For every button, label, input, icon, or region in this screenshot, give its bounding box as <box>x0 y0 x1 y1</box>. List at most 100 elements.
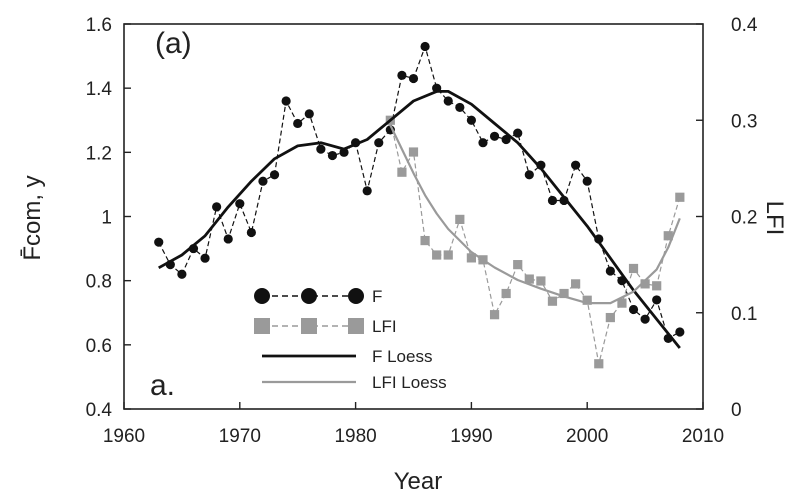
f-point <box>675 327 685 337</box>
y-tick-label: 0.6 <box>86 336 112 357</box>
f-point <box>605 266 615 276</box>
legend-f-label: F <box>372 287 382 306</box>
y2-axis-title: LFI <box>761 201 788 236</box>
f-point <box>547 195 558 206</box>
f-point <box>513 128 523 138</box>
f-dashed-line <box>158 44 681 340</box>
panel-label-top: (a) <box>155 27 192 60</box>
y2-tick-label: 0.1 <box>731 304 757 325</box>
right-y-axis: 0 0.1 0.2 0.3 0.4 <box>696 15 758 421</box>
lfi-point <box>408 147 419 157</box>
f-point <box>420 41 430 52</box>
f-point <box>408 73 419 84</box>
y-tick-label: 0.8 <box>86 272 112 293</box>
legend-f-loess-label: F Loess <box>372 347 432 366</box>
f-point <box>652 295 662 305</box>
y-tick-label: 1.2 <box>86 143 112 164</box>
lfi-point <box>536 276 546 286</box>
lfi-point <box>675 192 685 202</box>
lfi-point <box>501 288 511 299</box>
lfi-point <box>571 279 581 289</box>
x-tick-label: 2000 <box>566 426 608 447</box>
lfi-point <box>663 231 673 241</box>
lfi-point <box>397 167 407 177</box>
y2-tick-label: 0.3 <box>731 111 757 132</box>
legend-f-marker <box>301 288 317 304</box>
x-axis-title: Year <box>394 468 443 494</box>
y-tick-label: 1.6 <box>86 15 112 36</box>
f-point <box>246 227 256 238</box>
lfi-point <box>513 260 523 270</box>
f-point <box>571 160 581 170</box>
x-tick-label: 1970 <box>219 426 261 447</box>
legend: F LFI F Loess LFI Loess <box>254 287 447 392</box>
panel-label-bottom: a. <box>150 369 175 402</box>
lfi-point <box>443 250 453 260</box>
lfi-point <box>455 214 465 224</box>
f-point <box>478 138 488 148</box>
lfi-dashed-line <box>389 120 681 364</box>
legend-lfi-marker <box>254 318 270 334</box>
legend-lfi-label: LFI <box>372 317 397 336</box>
left-y-axis: 0.4 0.6 0.8 1 1.2 1.4 1.6 <box>86 15 131 421</box>
f-point <box>269 170 280 180</box>
lfi-point <box>547 296 558 306</box>
legend-lfi-marker <box>348 318 364 334</box>
lfi-point <box>582 295 592 305</box>
lfi-point <box>594 359 604 369</box>
lfi-point <box>420 235 430 246</box>
y2-tick-label: 0 <box>731 400 742 421</box>
lfi-point <box>432 250 442 260</box>
y2-tick-label: 0.4 <box>731 15 758 36</box>
f-point <box>582 176 592 186</box>
f-point <box>466 115 476 125</box>
f-point <box>455 102 465 113</box>
lfi-loess-line <box>389 124 681 305</box>
f-point <box>304 109 314 119</box>
f-point <box>362 186 372 196</box>
f-point <box>443 96 453 106</box>
f-point <box>339 147 349 157</box>
legend-f-marker <box>348 288 364 304</box>
x-tick-label: 1960 <box>103 426 145 447</box>
f-point <box>489 131 500 141</box>
y-axis-title: F̄com, y <box>19 175 46 260</box>
x-tick-label: 1990 <box>450 426 492 447</box>
y-tick-label: 0.4 <box>86 400 113 421</box>
lfi-point <box>524 274 534 284</box>
lfi-point <box>489 310 500 320</box>
lfi-point <box>466 253 476 263</box>
series-layer <box>154 41 685 369</box>
lfi-point <box>652 281 662 291</box>
f-point <box>524 170 534 180</box>
x-tick-label: 1980 <box>334 426 376 447</box>
y-tick-label: 1.4 <box>86 79 113 100</box>
f-loess-line <box>158 90 681 349</box>
f-point <box>327 150 338 161</box>
y-tick-label: 1 <box>101 208 112 229</box>
f-point <box>212 202 222 212</box>
f-point <box>258 176 268 186</box>
lfi-point <box>605 312 615 323</box>
f-point <box>293 118 303 129</box>
lfi-point <box>559 288 569 299</box>
lfi-point <box>617 298 627 308</box>
y2-tick-label: 0.2 <box>731 208 757 229</box>
f-point <box>501 134 511 145</box>
f-point <box>316 144 326 154</box>
f-point <box>374 138 384 148</box>
f-point <box>177 269 187 279</box>
lfi-point <box>640 279 650 289</box>
f-point <box>628 304 639 315</box>
f-point <box>397 70 407 80</box>
f-point <box>281 96 291 106</box>
f-point <box>154 237 164 247</box>
legend-f-marker <box>254 288 270 304</box>
f-point <box>200 253 210 263</box>
x-axis: 1960 1970 1980 1990 2000 2010 <box>103 402 724 447</box>
f-point <box>235 199 245 209</box>
legend-lfi-loess-label: LFI Loess <box>372 373 447 392</box>
lfi-point <box>628 263 639 274</box>
x-tick-label: 2010 <box>682 426 724 447</box>
